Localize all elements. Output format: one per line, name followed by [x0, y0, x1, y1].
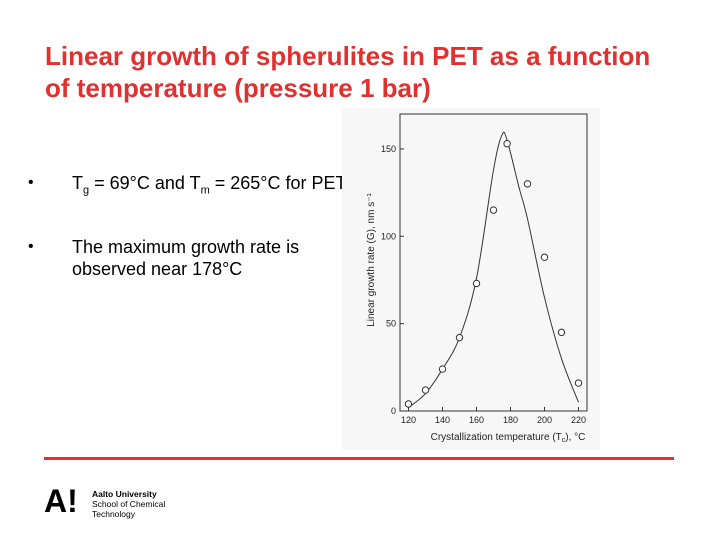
x-tick-label: 200 [537, 415, 552, 425]
x-axis-label-main: Crystallization temperature (T [431, 432, 562, 443]
bullet-item-temperatures: Tg = 69°C and Tm = 265°C for PET [28, 172, 348, 202]
title-line-1: Linear growth of spherulites in PET as a… [45, 41, 651, 71]
data-point [574, 379, 583, 387]
tm-text: = 265°C for PET [209, 173, 347, 193]
footer-divider [44, 457, 674, 460]
y-tick-label: 150 [381, 144, 396, 154]
growth-rate-curve [408, 131, 579, 408]
data-point [489, 206, 498, 214]
data-point [404, 400, 413, 408]
bullet-item-max-growth: The maximum growth rate is observed near… [28, 236, 348, 280]
data-point [472, 279, 481, 288]
data-point [455, 333, 464, 342]
y-tick-label: 0 [391, 406, 396, 416]
x-axis-label-end: ), °C [565, 432, 585, 443]
data-point [523, 180, 532, 188]
y-tick-label: 50 [386, 319, 396, 329]
slide-title: Linear growth of spherulites in PET as a… [45, 40, 705, 104]
y-axis-label: Linear growth rate (G), nm s⁻¹ [366, 193, 377, 327]
data-point [438, 365, 447, 373]
x-tick-label: 160 [469, 415, 484, 425]
data-point [503, 140, 511, 148]
tm-subscript: m [200, 184, 210, 197]
x-axis-label: Crystallization temperature (Tc), °C [431, 432, 586, 444]
max-growth-text: The maximum growth rate is observed near… [72, 236, 300, 279]
logo-line-1: Aalto University [92, 489, 157, 499]
y-tick-label: 100 [381, 231, 396, 241]
growth-rate-chart: 120 140 160 180 200 220 0 50 100 150 Linear growt… [366, 113, 588, 444]
tg-subscript: g [83, 184, 90, 197]
logo-mark: A! [44, 483, 78, 519]
logo-text: Aalto University School of Chemical Tech… [92, 489, 165, 519]
logo-line-3: Technology [92, 509, 136, 519]
x-tick-label: 120 [401, 415, 416, 425]
tick-marks [400, 148, 579, 412]
logo-line-2: School of Chemical [92, 499, 166, 509]
x-tick-label: 140 [435, 415, 450, 425]
growth-rate-figure: 120 140 160 180 200 220 0 50 100 150 Linear growt… [342, 108, 600, 450]
x-tick-label: 220 [571, 415, 586, 425]
data-points [404, 140, 583, 408]
data-point [540, 253, 549, 261]
plot-frame [399, 113, 588, 412]
aalto-logo: A! Aalto University School of Chemical T… [44, 483, 244, 519]
tick-labels: 120 140 160 180 200 220 0 50 100 150 [381, 144, 586, 425]
bullet-list: Tg = 69°C and Tm = 265°C for PET The max… [28, 172, 348, 314]
x-axis-label-sub: c [562, 437, 566, 444]
data-point [421, 386, 430, 394]
tg-symbol: T [72, 173, 83, 193]
tg-text: = 69°C and T [89, 173, 201, 193]
x-tick-label: 180 [503, 415, 518, 425]
data-point [557, 328, 566, 337]
title-line-2: of temperature (pressure 1 bar) [45, 73, 431, 103]
